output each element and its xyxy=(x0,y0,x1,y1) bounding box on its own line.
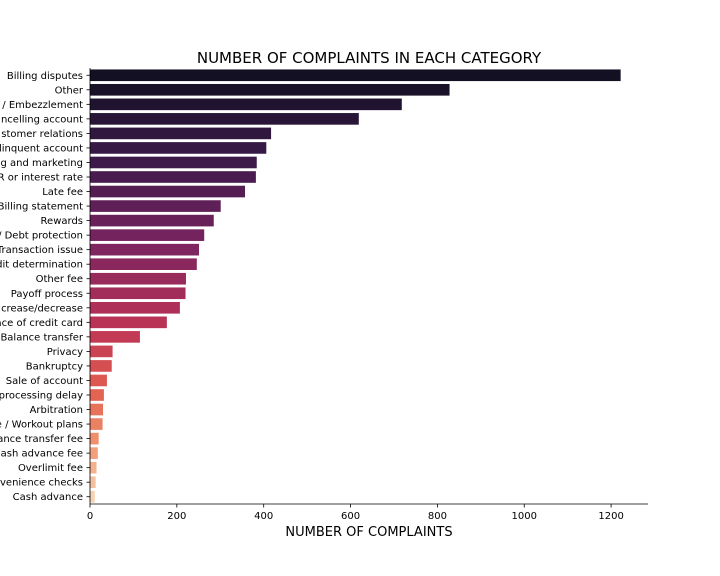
y-tick-label: / Embezzlement xyxy=(2,100,83,111)
y-tick-label: Other xyxy=(55,85,84,96)
bar-14 xyxy=(90,272,186,285)
x-tick-labels: 0 200 400 600 800 1000 1200 xyxy=(87,504,624,522)
x-tick-label: 1000 xyxy=(512,511,537,522)
bar-24 xyxy=(90,418,103,430)
y-tick-label: ance transfer fee xyxy=(0,434,83,445)
y-tick-label: Balance transfer xyxy=(0,332,83,343)
bar-12 xyxy=(90,243,199,256)
y-tick-label: / Debt protection xyxy=(0,231,83,242)
y-tick-label: processing delay xyxy=(0,391,83,402)
bar-3 xyxy=(90,113,359,125)
y-tick-label: Arbitration xyxy=(30,405,83,416)
y-tick-label: Transaction issue xyxy=(0,245,83,256)
x-tick-label: 400 xyxy=(254,511,273,522)
bar-13 xyxy=(90,258,197,271)
bar-15 xyxy=(90,287,186,300)
x-tick-label: 600 xyxy=(341,511,360,522)
y-tick-label: stomer relations xyxy=(1,129,83,140)
bar-5 xyxy=(90,142,267,154)
y-tick-label: venience checks xyxy=(0,478,83,489)
y-tick-label: R or interest rate xyxy=(0,173,83,184)
bar-8 xyxy=(90,185,246,198)
bar-2 xyxy=(90,98,402,111)
y-tick-labels: Billing disputes Other / Embezzlement ncell… xyxy=(0,71,90,503)
x-tick-label: 0 xyxy=(87,511,93,522)
y-tick-label: Billing disputes xyxy=(7,71,83,82)
y-tick-label: Overlimit fee xyxy=(18,463,83,474)
bar-18 xyxy=(90,331,140,343)
bar-26 xyxy=(90,447,98,459)
y-tick-label: Bankruptcy xyxy=(26,361,83,372)
bar-27 xyxy=(90,461,97,474)
bar-21 xyxy=(90,374,107,387)
bar-20 xyxy=(90,360,112,372)
y-tick-label: g and marketing xyxy=(1,158,83,169)
y-tick-label: crease/decrease xyxy=(1,303,83,314)
x-tick-label: 200 xyxy=(167,511,186,522)
x-axis-label: NUMBER OF COMPLAINTS xyxy=(285,525,452,540)
bar-0 xyxy=(90,69,621,82)
y-tick-label: e / Workout plans xyxy=(0,420,83,431)
bar-17 xyxy=(90,316,167,329)
y-tick-label: ash advance fee xyxy=(1,449,83,460)
bar-1 xyxy=(90,83,450,96)
y-tick-label: Payoff process xyxy=(11,289,83,300)
y-tick-label: Other fee xyxy=(36,274,83,285)
y-tick-label: ace of credit card xyxy=(0,318,83,329)
x-tick-label: 800 xyxy=(428,511,447,522)
bar-11 xyxy=(90,229,205,241)
bar-9 xyxy=(90,200,221,212)
bar-4 xyxy=(90,127,272,140)
bar-6 xyxy=(90,156,257,169)
bar-25 xyxy=(90,432,99,445)
chart-title: NUMBER OF COMPLAINTS IN EACH CATEGORY xyxy=(197,49,542,67)
bar-16 xyxy=(90,301,180,314)
y-tick-label: Privacy xyxy=(47,347,83,358)
y-tick-label: linquent account xyxy=(0,143,83,154)
y-tick-label: Cash advance xyxy=(13,492,83,503)
bar-23 xyxy=(90,403,104,416)
bar-28 xyxy=(90,476,96,489)
y-tick-label: dit determination xyxy=(0,260,83,271)
y-tick-label: Sale of account xyxy=(6,376,83,387)
bar-22 xyxy=(90,389,104,401)
y-tick-label: ncelling account xyxy=(1,114,83,125)
bars-group xyxy=(90,69,621,503)
y-tick-label: Late fee xyxy=(42,187,83,198)
y-tick-label: Billing statement xyxy=(0,202,83,213)
bar-29 xyxy=(90,490,95,503)
y-tick-label: Rewards xyxy=(41,216,83,227)
bar-10 xyxy=(90,214,214,227)
x-tick-label: 1200 xyxy=(598,511,623,522)
bar-19 xyxy=(90,345,113,358)
bar-7 xyxy=(90,171,256,183)
